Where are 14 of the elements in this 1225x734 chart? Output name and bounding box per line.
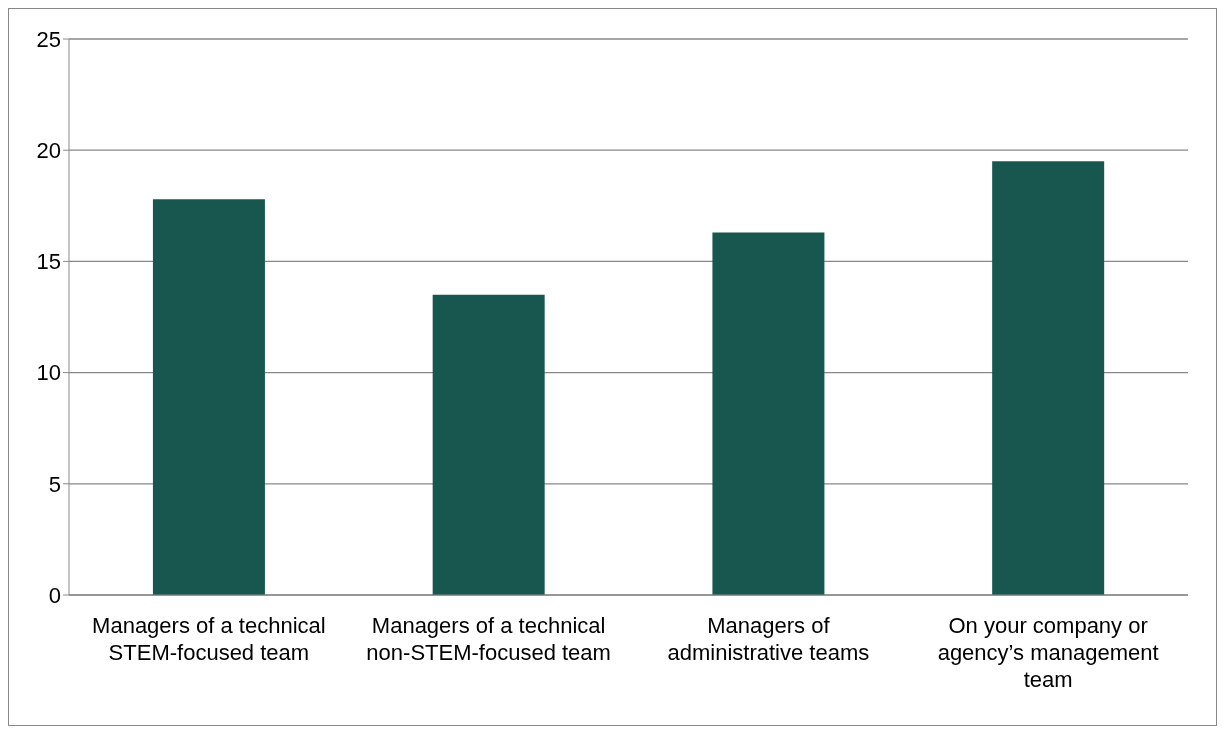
x-tick-label: Managers of a technical non-STEM-focused team — [366, 613, 611, 665]
y-tick-label: 10 — [36, 360, 61, 386]
bar — [712, 232, 825, 595]
x-tick-label: Managers of administrative teams — [667, 613, 870, 665]
bar — [992, 161, 1105, 595]
x-tick-label: On your company or agency’s management team — [937, 613, 1159, 692]
y-tick-label: 25 — [36, 26, 61, 52]
y-tick-label: 5 — [48, 471, 61, 497]
bar — [152, 199, 265, 595]
y-tick-label: 20 — [36, 138, 61, 164]
y-tick-label: 15 — [36, 249, 61, 275]
y-tick-label: 0 — [48, 582, 61, 608]
bar — [432, 294, 545, 595]
x-tick-label: Managers of a technical STEM-focused team — [92, 613, 326, 665]
